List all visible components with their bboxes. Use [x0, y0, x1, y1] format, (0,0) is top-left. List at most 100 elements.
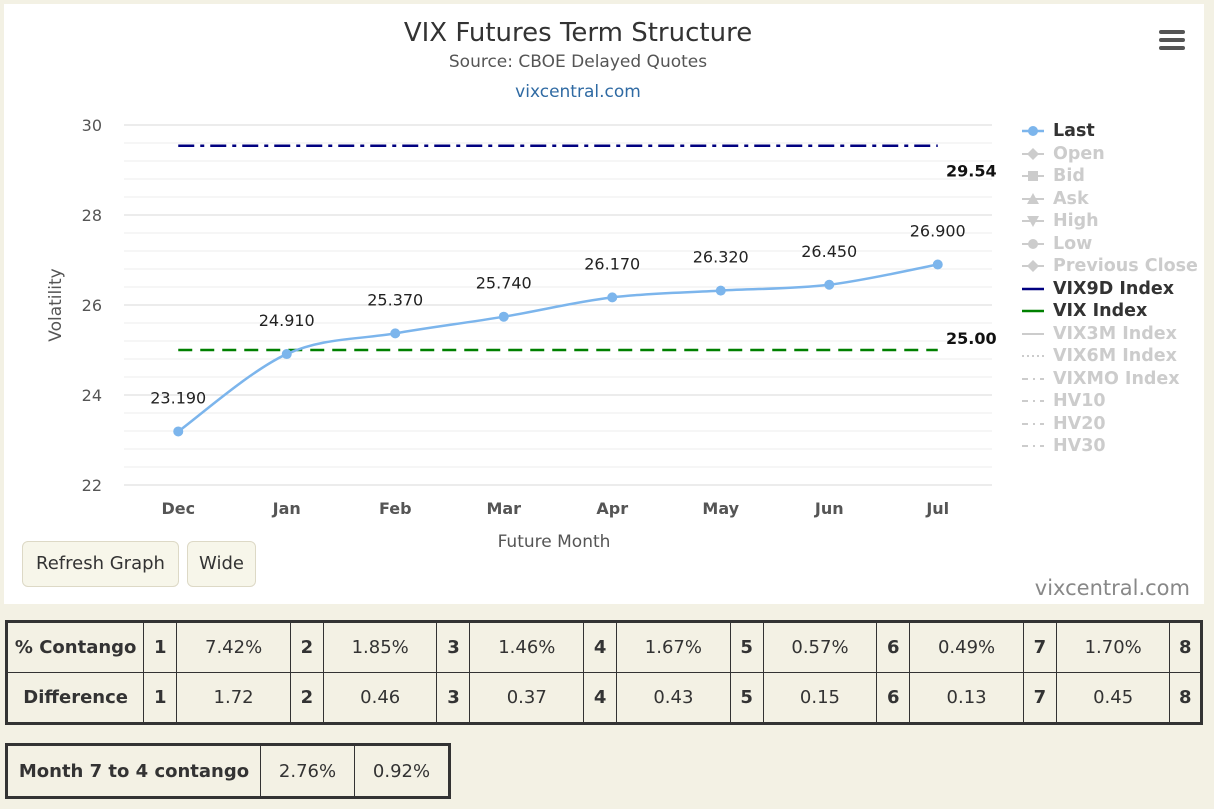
legend-item-label: Low [1053, 233, 1093, 254]
site-link[interactable]: vixcentral.com [515, 82, 641, 102]
month74-value: 2.76% [260, 744, 355, 798]
legend-symbol-icon [1022, 422, 1044, 425]
legend-item[interactable]: VIX3M Index [1016, 323, 1198, 346]
legend-item-label: VIX Index [1053, 301, 1148, 321]
legend-item-label: Ask [1053, 188, 1089, 209]
legend-symbol-icon [1022, 238, 1044, 249]
row-label: Difference [5, 672, 145, 724]
legend-symbol-icon [1022, 445, 1044, 447]
table-row: Month 7 to 4 contango 2.76% 0.92% [6, 744, 450, 798]
legend-item-label: VIXMO Index [1053, 368, 1180, 389]
month-number: 8 [1169, 672, 1202, 724]
legend-item-label: HV20 [1053, 413, 1106, 434]
y-tick-label: 30 [82, 116, 102, 135]
wide-button[interactable]: Wide [187, 541, 256, 587]
data-label: 25.740 [476, 274, 532, 293]
legend-symbol-icon [1022, 192, 1044, 204]
legend-item[interactable]: HV10 [1016, 390, 1198, 413]
month-number: 7 [1022, 672, 1057, 724]
legend-item-label: Bid [1053, 166, 1085, 186]
data-point [715, 285, 726, 296]
contango-value: 1.85% [322, 621, 438, 673]
difference-value: 0.46 [322, 672, 438, 724]
legend-symbol-icon [1022, 287, 1044, 290]
data-point [173, 426, 184, 437]
month-number: 4 [583, 621, 618, 673]
data-point [824, 279, 835, 290]
x-axis-title: Future Month [498, 532, 611, 552]
month-number: 7 [1022, 621, 1057, 673]
legend-item[interactable]: Low [1016, 233, 1198, 256]
x-tick-label: Mar [486, 499, 521, 518]
legend-item[interactable]: Open [1016, 143, 1198, 166]
legend-item-label: HV10 [1053, 391, 1106, 411]
contango-value: 1.46% [469, 621, 585, 673]
legend-item[interactable]: High [1016, 210, 1198, 233]
legend-symbol-icon [1022, 332, 1044, 335]
legend-item[interactable]: VIX9D Index [1016, 278, 1198, 301]
legend-symbol-icon [1022, 355, 1044, 357]
data-label: 26.450 [801, 242, 857, 261]
legend-item[interactable]: Previous Close [1016, 255, 1198, 278]
data-label: 26.170 [584, 254, 640, 273]
difference-value: 1.72 [176, 672, 291, 724]
x-tick-label: Jun [814, 499, 844, 518]
legend-item-label: HV30 [1053, 436, 1106, 456]
legend-item-label: VIX3M Index [1053, 323, 1177, 344]
month-number: 1 [143, 621, 178, 673]
legend-item-label: Last [1053, 121, 1095, 141]
month-number: 3 [436, 621, 471, 673]
legend-item-label: High [1053, 211, 1099, 231]
contango-value: 7.42% [176, 621, 291, 673]
contango-value: 0.49% [909, 621, 1024, 673]
legend-item[interactable]: HV20 [1016, 413, 1198, 436]
legend-item[interactable]: Ask [1016, 188, 1198, 211]
hline-value-label: 25.00 [946, 329, 997, 348]
legend-symbol-icon [1022, 147, 1044, 160]
series-line-last [177, 263, 938, 433]
month-number: 6 [876, 672, 911, 724]
legend-symbol-icon [1022, 309, 1044, 313]
legend-symbol-icon [1022, 377, 1044, 380]
chart-subtitle: Source: CBOE Delayed Quotes [448, 52, 708, 72]
refresh-graph-button[interactable]: Refresh Graph [22, 541, 179, 587]
difference-value: 0.45 [1055, 672, 1171, 724]
month-number: 2 [289, 672, 324, 724]
data-point [607, 292, 618, 303]
difference-value: 0.15 [762, 672, 878, 724]
month74-value: 0.92% [354, 744, 450, 798]
month-number: 2 [289, 621, 324, 673]
x-tick-label: Apr [596, 499, 628, 518]
data-label: 26.320 [693, 248, 749, 267]
legend-item[interactable]: HV30 [1016, 435, 1198, 458]
table-row: % Contango 1 7.42% 2 1.85% 3 1.46% 4 1.6… [5, 621, 1202, 673]
y-axis-title: Volatility [46, 268, 66, 341]
chart-credit: vixcentral.com [1034, 576, 1190, 600]
x-tick-label: Dec [161, 499, 195, 518]
chart-title: VIX Futures Term Structure [403, 18, 753, 48]
difference-value: 0.37 [469, 672, 585, 724]
data-label: 23.190 [150, 388, 206, 407]
legend-item[interactable]: VIXMO Index [1016, 368, 1198, 391]
month7-to-4-table: Month 7 to 4 contango 2.76% 0.92% [5, 743, 451, 799]
contango-value: 0.57% [762, 621, 878, 673]
contango-value: 1.70% [1055, 621, 1171, 673]
legend-item[interactable]: Last [1016, 120, 1198, 143]
x-tick-label: Jan [272, 499, 301, 518]
month-number: 6 [876, 621, 911, 673]
month-number: 3 [436, 672, 471, 724]
difference-value: 0.13 [909, 672, 1024, 724]
month-number: 5 [729, 621, 764, 673]
chart-plot: 22 24 26 28 30 Dec Jan Feb Mar Apr May Jun Jul Future… [46, 116, 997, 552]
x-tick-label: Feb [379, 499, 412, 518]
row-label: % Contango [5, 621, 145, 673]
legend-item[interactable]: Bid [1016, 165, 1198, 188]
month-number: 4 [583, 672, 618, 724]
x-tick-label: May [702, 499, 739, 518]
chart-legend: Last Open Bid Ask High Low Previous Close VIX9D… [1016, 120, 1198, 458]
legend-item[interactable]: VIX Index [1016, 300, 1198, 323]
hamburger-menu-icon[interactable] [1159, 30, 1185, 50]
month-number: 1 [143, 672, 178, 724]
hline-value-label: 29.54 [946, 162, 997, 181]
legend-item[interactable]: VIX6M Index [1016, 345, 1198, 368]
